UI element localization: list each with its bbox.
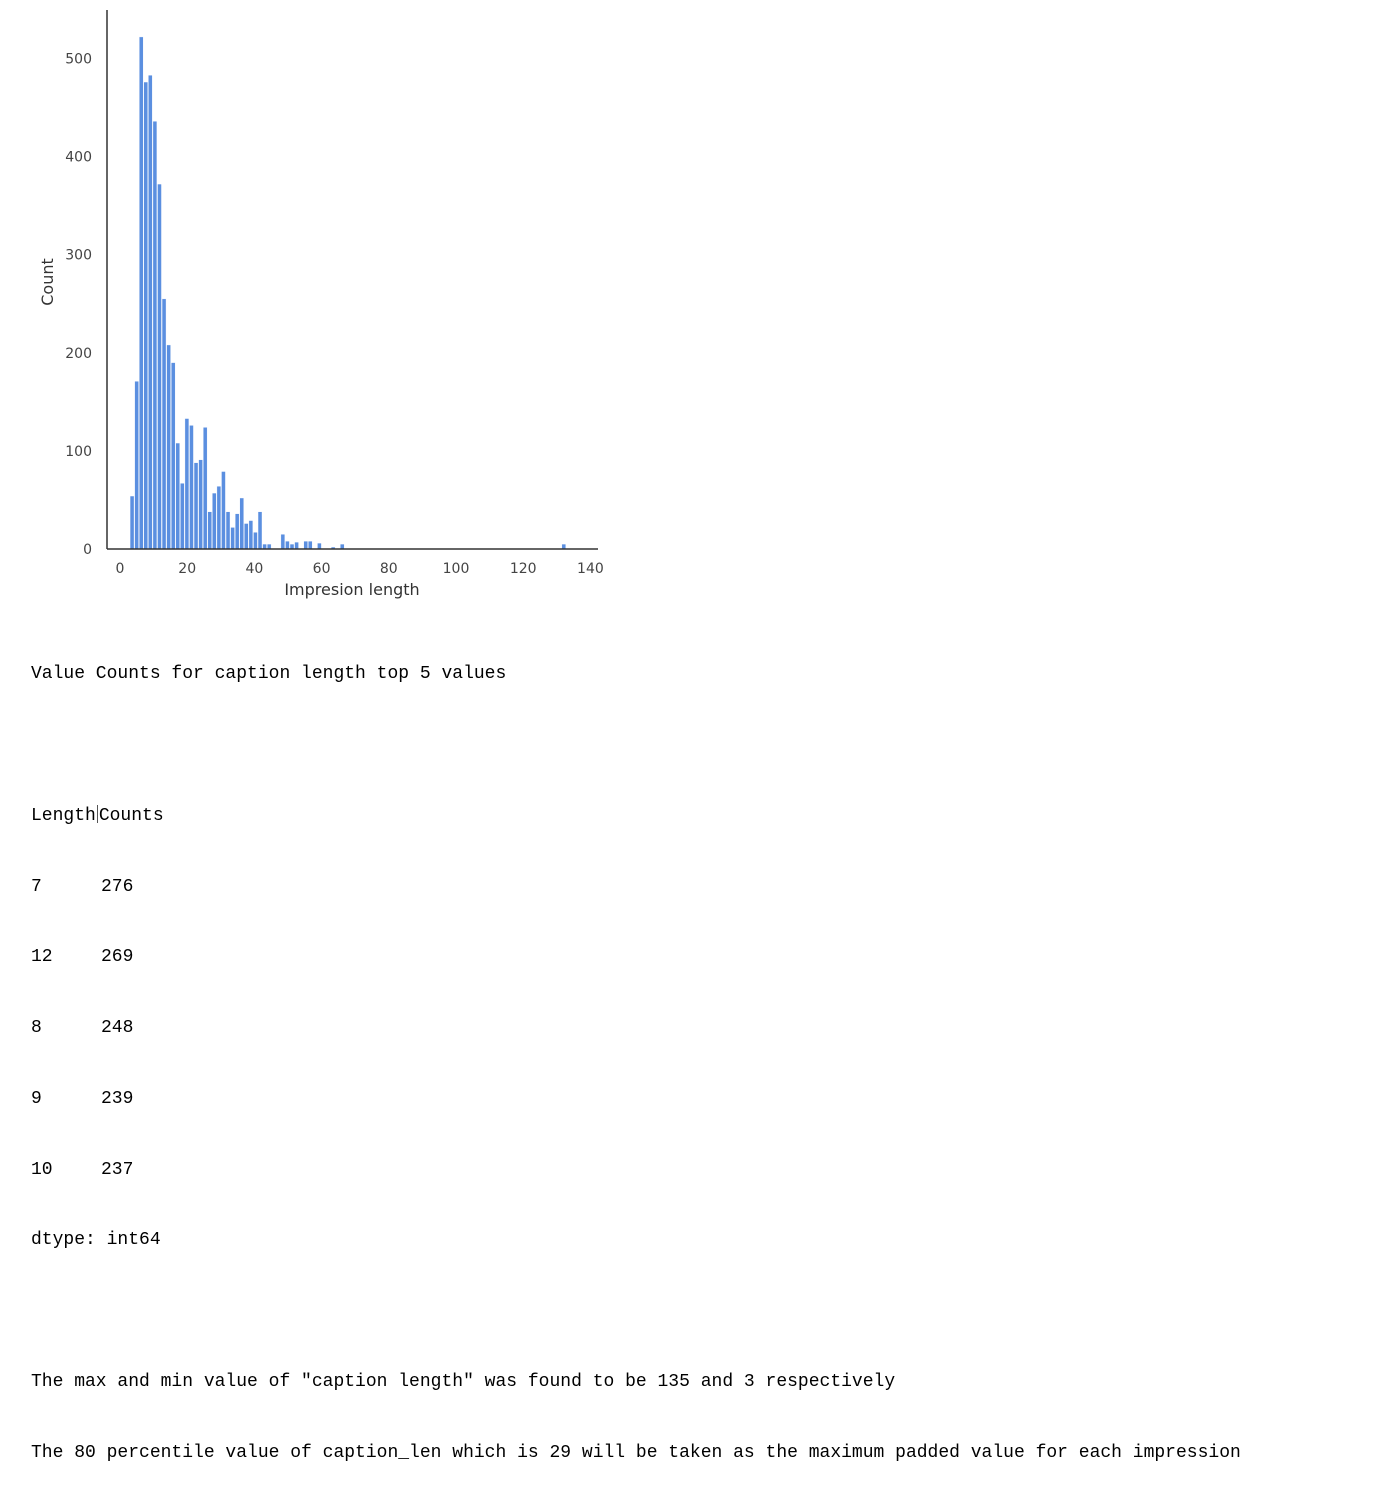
histogram-bar [248, 520, 254, 550]
blank-line [31, 1300, 1241, 1324]
histogram-bar [139, 36, 144, 550]
row-count: 248 [101, 1018, 134, 1039]
histogram-chart: 0 20 40 60 80 100 120 140 0 100 200 300 400 500 Impre… [38, 10, 604, 599]
histogram-bar [184, 418, 190, 550]
table-row: 10 237 [31, 1159, 1241, 1183]
row-length: 10 [31, 1159, 53, 1180]
histogram-bar [157, 183, 162, 550]
histogram-bar [239, 497, 244, 550]
histogram-bar [221, 471, 226, 550]
histogram-bar [198, 459, 203, 550]
histogram-bar [189, 425, 194, 550]
histogram-bar [234, 513, 240, 550]
ticks-group: 0 20 40 60 80 100 120 140 0 100 200 300 400 500 [65, 52, 604, 578]
blank-line [31, 734, 1241, 758]
cell-output: Value Counts for caption length top 5 va… [31, 616, 1241, 1489]
x-tick-label: 0 [116, 561, 125, 577]
x-tick-label: 140 [577, 561, 604, 577]
header-separator [96, 804, 98, 823]
histogram-bar [161, 298, 167, 550]
bars-group [129, 36, 567, 550]
percentile-line: The 80 percentile value of caption_len w… [31, 1442, 1241, 1463]
table-row: 12 269 [31, 946, 1241, 970]
y-tick-label: 500 [65, 52, 92, 68]
y-tick-label: 100 [65, 444, 92, 460]
table-header: Length Counts [31, 804, 1241, 829]
histogram-bar [308, 540, 313, 550]
histogram-bar [143, 81, 148, 550]
x-tick-label: 80 [380, 561, 398, 577]
table-row: 8 248 [31, 1017, 1241, 1041]
y-axis-title: Count [38, 258, 57, 306]
histogram-bar [303, 540, 308, 550]
histogram-bar [202, 427, 208, 550]
y-tick-label: 400 [65, 150, 92, 166]
x-tick-label: 120 [510, 561, 537, 577]
header-length: Length [31, 805, 96, 826]
histogram-bar [134, 381, 139, 550]
histogram-bar [129, 495, 135, 550]
histogram-bar [225, 511, 231, 550]
row-count: 237 [101, 1159, 134, 1180]
x-tick-label: 100 [443, 561, 470, 577]
histogram-bar [216, 486, 222, 550]
dtype-line: dtype: int64 [31, 1230, 161, 1251]
output-heading: Value Counts for caption length top 5 va… [31, 664, 507, 685]
table-row: 9 239 [31, 1088, 1241, 1112]
histogram-bar [230, 527, 235, 550]
histogram-bar [152, 121, 158, 550]
histogram-bar [175, 442, 180, 550]
row-count: 276 [101, 876, 134, 897]
histogram-bar [212, 492, 217, 550]
histogram-bar [180, 483, 185, 550]
x-axis-title: Impresion length [284, 580, 419, 599]
row-length: 12 [31, 947, 53, 968]
histogram-bar [317, 542, 322, 550]
histogram-bar [280, 534, 286, 550]
y-tick-label: 0 [83, 542, 92, 558]
header-counts: Counts [98, 805, 164, 826]
histogram-bar [148, 74, 153, 550]
x-tick-label: 20 [178, 561, 196, 577]
histogram-bar [166, 344, 171, 550]
y-tick-label: 300 [65, 248, 92, 264]
row-length: 9 [31, 1088, 42, 1109]
row-length: 7 [31, 876, 42, 897]
row-count: 269 [101, 947, 134, 968]
histogram-bar [244, 523, 249, 550]
histogram-bar [285, 540, 290, 550]
table-row: 7 276 [31, 876, 1241, 900]
histogram-bar [193, 462, 199, 550]
x-tick-label: 60 [313, 561, 331, 577]
histogram-bar [294, 541, 299, 550]
row-length: 8 [31, 1018, 42, 1039]
histogram-bar [171, 362, 176, 550]
histogram-bar [257, 511, 263, 550]
histogram-bar [207, 511, 212, 550]
histogram-bar [253, 532, 258, 550]
max-min-line: The max and min value of "caption length… [31, 1372, 896, 1392]
y-tick-label: 200 [65, 346, 92, 362]
x-tick-label: 40 [245, 561, 263, 577]
row-count: 239 [101, 1088, 134, 1109]
